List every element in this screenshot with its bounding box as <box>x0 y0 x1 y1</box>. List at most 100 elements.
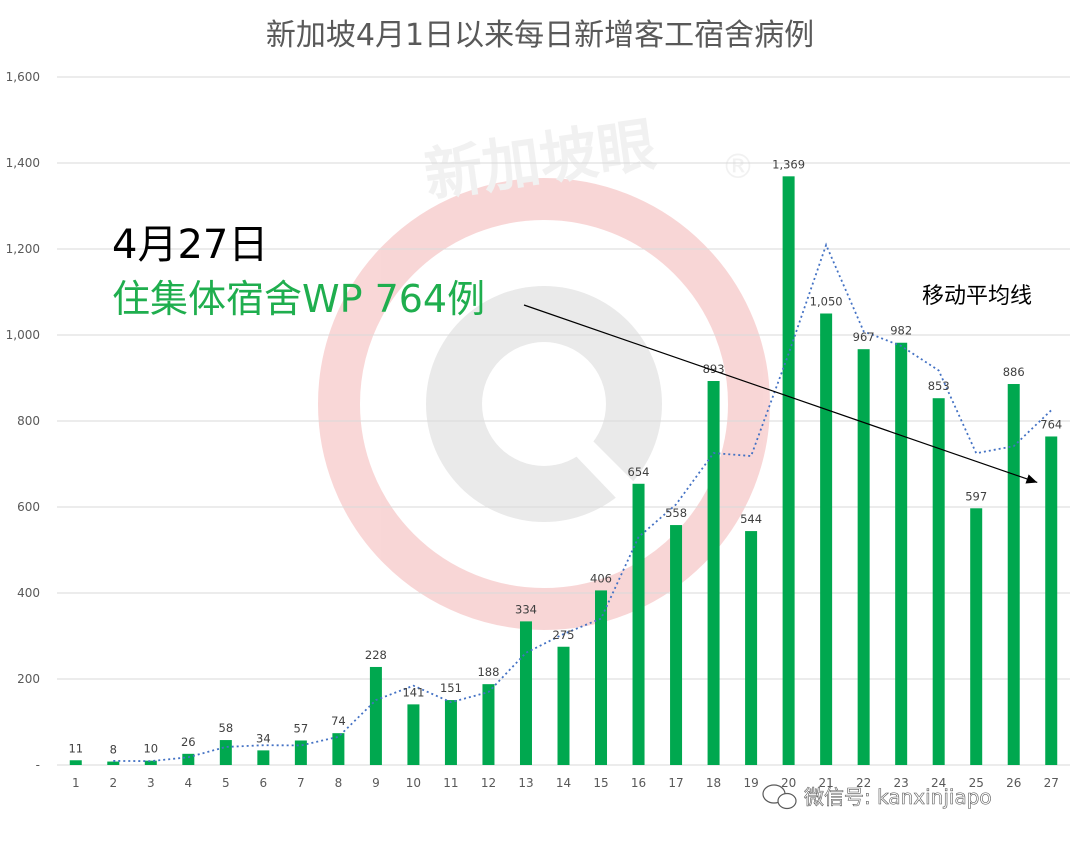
x-tick-label: 1 <box>72 776 80 790</box>
x-tick-label: 18 <box>706 776 721 790</box>
y-tick-label: 800 <box>17 414 40 428</box>
bar <box>482 684 495 765</box>
y-axis-ticks: - 200 400 600 800 1,000 1,200 1,400 1,600 <box>6 70 40 772</box>
annotation-date: 4月27日 <box>112 222 268 268</box>
x-tick-label: 17 <box>668 776 683 790</box>
data-label: 544 <box>740 512 762 526</box>
wechat-icon <box>762 784 797 810</box>
data-label: 558 <box>665 506 687 520</box>
y-tick-label: 1,200 <box>6 242 40 256</box>
bar <box>332 733 345 765</box>
x-tick-label: 6 <box>260 776 268 790</box>
credit-watermark: 微信号: kanxinjiapo <box>762 784 992 810</box>
credit-text: 微信号: kanxinjiapo <box>804 785 992 809</box>
bar <box>107 761 120 765</box>
moving-average-label: 移动平均线 <box>922 284 1032 309</box>
data-label: 228 <box>365 648 387 662</box>
x-tick-label: 26 <box>1006 776 1021 790</box>
x-tick-label: 8 <box>335 776 343 790</box>
watermark-mark: ® <box>721 147 755 187</box>
bar <box>144 760 157 765</box>
data-label: 764 <box>1040 417 1062 431</box>
bar <box>782 176 795 765</box>
data-label: 597 <box>965 489 987 503</box>
bar <box>1045 436 1058 765</box>
bar <box>707 381 720 765</box>
data-label: 151 <box>440 681 462 695</box>
x-tick-label: 5 <box>222 776 230 790</box>
x-tick-label: 9 <box>372 776 380 790</box>
data-label: 654 <box>628 465 650 479</box>
data-labels: 11 8 10 26 58 34 57 74 228 141 151 188 334 275 406 654 5… <box>68 157 1062 756</box>
bar <box>932 398 945 765</box>
bar <box>519 621 532 765</box>
moving-average-line <box>113 242 1052 763</box>
bar <box>407 704 420 765</box>
y-tick-label: 400 <box>17 586 40 600</box>
x-tick-label: 2 <box>109 776 117 790</box>
bar <box>294 740 307 765</box>
x-tick-label: 3 <box>147 776 155 790</box>
bar <box>257 750 270 765</box>
annotation-arrow <box>523 304 1038 484</box>
data-label: 8 <box>110 743 117 757</box>
bar <box>595 590 608 765</box>
x-tick-label: 15 <box>593 776 608 790</box>
bar <box>69 760 82 765</box>
x-tick-label: 20 <box>781 776 796 790</box>
data-label: 275 <box>553 628 575 642</box>
data-label: 982 <box>890 324 912 338</box>
data-label: 893 <box>703 362 725 376</box>
y-tick-label: 1,600 <box>6 70 40 84</box>
bar <box>369 666 382 765</box>
y-tick-label: 1,400 <box>6 156 40 170</box>
data-label: 58 <box>219 721 234 735</box>
data-label: 188 <box>477 665 499 679</box>
x-tick-label: 10 <box>406 776 421 790</box>
x-tick-label: 27 <box>1044 776 1059 790</box>
x-tick-label: 23 <box>894 776 909 790</box>
annotation-text: 住集体宿舍WP 764例 <box>112 277 485 321</box>
bar <box>1007 384 1020 765</box>
chart-title: 新加坡4月1日以来每日新增客工宿舍病例 <box>266 18 814 53</box>
x-tick-label: 22 <box>856 776 871 790</box>
bar <box>857 349 870 765</box>
x-tick-label: 13 <box>518 776 533 790</box>
data-label: 74 <box>331 714 346 728</box>
x-tick-label: 4 <box>184 776 192 790</box>
data-label: 141 <box>402 685 424 699</box>
data-label: 34 <box>256 731 271 745</box>
x-tick-label: 24 <box>931 776 946 790</box>
data-label: 967 <box>853 330 875 344</box>
x-tick-label: 25 <box>969 776 984 790</box>
y-tick-label: 600 <box>17 500 40 514</box>
bar <box>182 753 195 765</box>
y-tick-label: 1,000 <box>6 328 40 342</box>
y-tick-label: 200 <box>17 672 40 686</box>
data-label: 11 <box>68 741 83 755</box>
bar <box>820 313 833 765</box>
bar <box>632 483 645 765</box>
bar <box>745 531 758 765</box>
x-tick-label: 11 <box>443 776 458 790</box>
bar <box>557 646 570 765</box>
x-tick-label: 21 <box>818 776 833 790</box>
bars <box>69 176 1058 765</box>
data-label: 1,369 <box>772 157 805 171</box>
x-tick-label: 16 <box>631 776 646 790</box>
data-label: 334 <box>515 602 537 616</box>
data-label: 886 <box>1003 365 1025 379</box>
x-tick-label: 19 <box>743 776 758 790</box>
bar <box>895 342 908 765</box>
data-label: 26 <box>181 735 196 749</box>
x-axis-ticks: 1 2 3 4 5 6 7 8 9 10 11 12 13 14 15 16 17 18 19 20 21 22 23 24 2… <box>72 776 1059 790</box>
x-tick-label: 12 <box>481 776 496 790</box>
data-label: 10 <box>143 742 158 756</box>
bar <box>970 508 983 765</box>
data-label: 406 <box>590 571 612 585</box>
bar <box>219 740 232 765</box>
data-label: 1,050 <box>810 295 843 309</box>
bar <box>444 700 457 765</box>
